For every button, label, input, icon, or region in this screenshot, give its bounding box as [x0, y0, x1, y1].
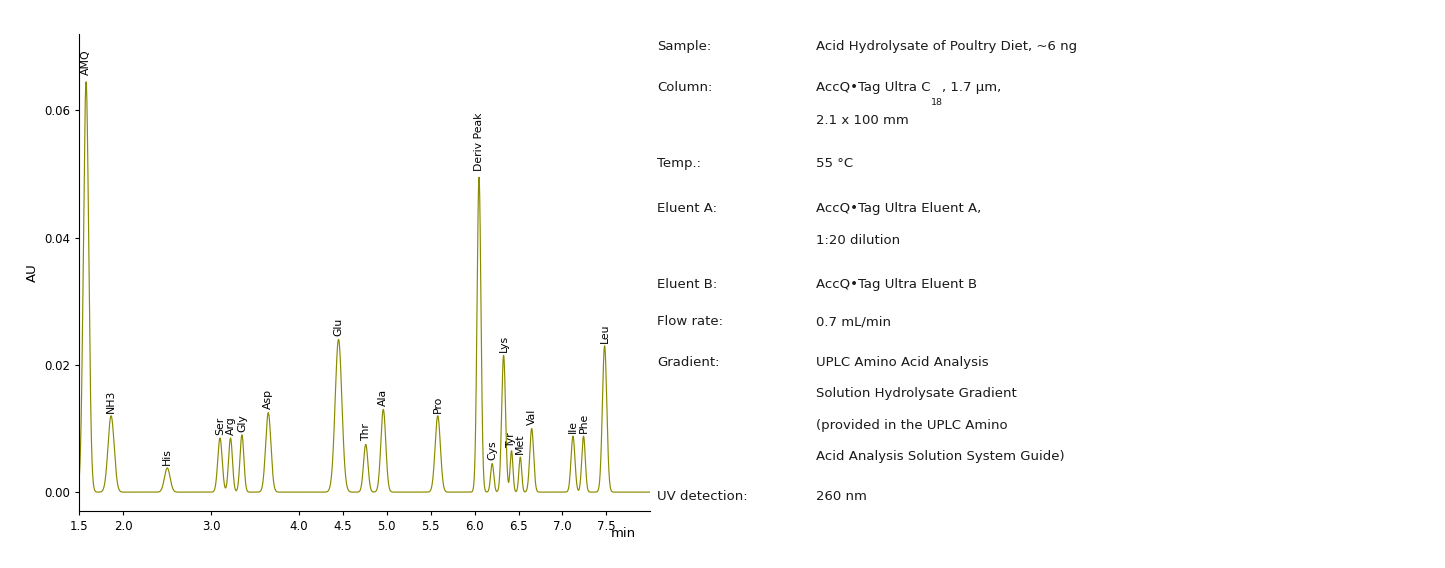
- Text: His: His: [162, 449, 172, 465]
- Text: Solution Hydrolysate Gradient: Solution Hydrolysate Gradient: [816, 387, 1017, 400]
- Text: min: min: [611, 527, 636, 540]
- Text: Cys: Cys: [487, 441, 497, 460]
- Text: Ser: Ser: [215, 416, 225, 435]
- Text: Eluent A:: Eluent A:: [657, 202, 718, 215]
- Text: UPLC Amino Acid Analysis: UPLC Amino Acid Analysis: [816, 356, 988, 369]
- Text: 260 nm: 260 nm: [816, 490, 867, 503]
- Text: Gly: Gly: [237, 414, 247, 432]
- Text: (provided in the UPLC Amino: (provided in the UPLC Amino: [816, 419, 1009, 432]
- Text: Tyr: Tyr: [507, 432, 516, 448]
- Y-axis label: AU: AU: [26, 263, 39, 282]
- Text: AMQ: AMQ: [81, 50, 91, 76]
- Text: Asp: Asp: [263, 389, 273, 410]
- Text: UV detection:: UV detection:: [657, 490, 749, 503]
- Text: Temp.:: Temp.:: [657, 157, 701, 170]
- Text: Deriv Peak: Deriv Peak: [474, 112, 484, 171]
- Text: Gradient:: Gradient:: [657, 356, 720, 369]
- Text: Thr: Thr: [361, 423, 371, 441]
- Text: Column:: Column:: [657, 81, 712, 94]
- Text: Sample:: Sample:: [657, 40, 712, 53]
- Text: AccQ•Tag Ultra Eluent B: AccQ•Tag Ultra Eluent B: [816, 278, 978, 291]
- Text: Met: Met: [516, 433, 526, 454]
- Text: NH3: NH3: [105, 389, 116, 412]
- Text: Ile: Ile: [568, 420, 578, 433]
- Text: , 1.7 μm,: , 1.7 μm,: [942, 81, 1001, 94]
- Text: Glu: Glu: [334, 318, 344, 336]
- Text: 0.7 mL/min: 0.7 mL/min: [816, 315, 892, 328]
- Text: 2.1 x 100 mm: 2.1 x 100 mm: [816, 114, 909, 127]
- Text: Lys: Lys: [499, 335, 509, 352]
- Text: Acid Analysis Solution System Guide): Acid Analysis Solution System Guide): [816, 450, 1065, 463]
- Text: AccQ•Tag Ultra C: AccQ•Tag Ultra C: [816, 81, 931, 94]
- Text: 55 °C: 55 °C: [816, 157, 854, 170]
- Text: Leu: Leu: [600, 323, 610, 343]
- Text: 18: 18: [931, 98, 944, 107]
- Text: Flow rate:: Flow rate:: [657, 315, 724, 328]
- Text: 1:20 dilution: 1:20 dilution: [816, 234, 900, 247]
- Text: Acid Hydrolysate of Poultry Diet, ~6 ng: Acid Hydrolysate of Poultry Diet, ~6 ng: [816, 40, 1078, 53]
- Text: AccQ•Tag Ultra Eluent A,: AccQ•Tag Ultra Eluent A,: [816, 202, 981, 215]
- Text: Arg: Arg: [225, 416, 236, 435]
- Text: Phe: Phe: [578, 413, 588, 433]
- Text: Val: Val: [527, 409, 536, 425]
- Text: Eluent B:: Eluent B:: [657, 278, 718, 291]
- Text: Ala: Ala: [379, 389, 389, 406]
- Text: Pro: Pro: [432, 395, 442, 412]
